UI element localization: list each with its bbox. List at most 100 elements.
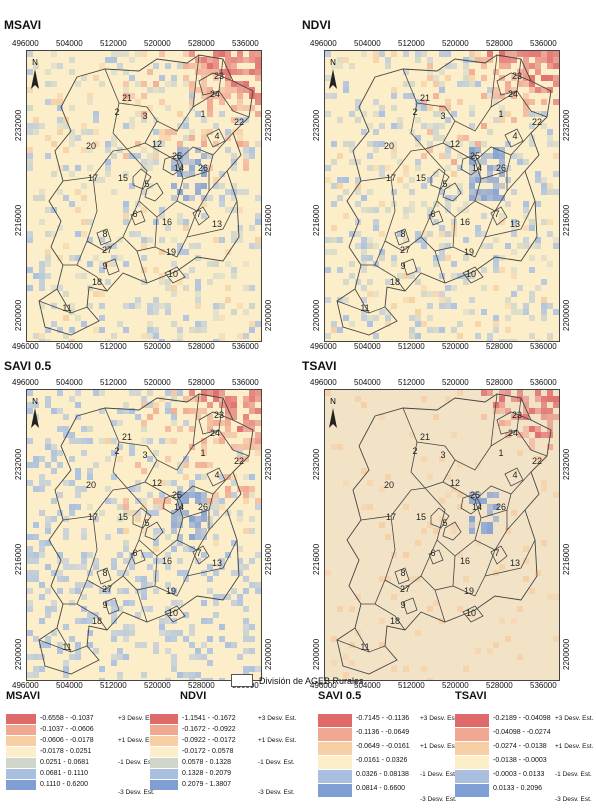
legend-range-label: -0.0274 - -0.0138 [493,743,547,750]
region-label: 11 [62,303,71,313]
legend-range-label: 0.0133 - 0.2096 [493,785,543,792]
region-label: 16 [162,217,172,227]
region-label: 5 [144,518,149,528]
raster-pixels [325,51,559,341]
region-label: 8 [102,568,107,578]
legend-range-label: -0.0161 - 0.0326 [356,757,408,764]
region-label: 12 [450,139,460,149]
legend-title: MSAVI [6,690,41,702]
region-label: 22 [234,117,244,127]
region-label: 6 [430,209,435,219]
panel-title: SAVI 0.5 [4,359,52,373]
ageb-boundary [442,481,476,501]
legend-range-label: -0.0649 - -0.0161 [356,743,410,750]
region-label: 26 [496,163,506,173]
ageb-boundary [118,102,158,122]
legend-swatch [150,747,178,757]
region-label: 3 [440,111,445,121]
x-tick-label: 504000 [354,39,381,48]
legend-range-label: -1.1541 - -0.1672 [182,715,236,722]
y-tick-label: 2216000 [562,204,571,236]
north-arrow-icon: N [31,58,39,89]
ageb-boundary [516,58,548,118]
x-tick-label: 496000 [12,342,39,351]
region-label: 7 [196,209,201,219]
ageb-boundary [416,441,456,461]
x-tick-label: 504000 [354,378,381,387]
region-label: 17 [88,512,98,522]
panel-title: TSAVI [302,359,337,373]
region-label: 21 [420,432,430,442]
ageb-boundary [424,148,526,218]
legend-std-label: -3 Desv. Est. [420,796,457,803]
map-panel: SAVI 0.5 1 2 3 4 5 6 7 8 9 10 11 12 13 14 15 16 17 18 19 20 2… [0,345,280,690]
region-label: 7 [494,209,499,219]
legend-range-label: 0.1110 - 0.6200 [40,781,89,788]
region-label: 8 [400,229,405,239]
ageb-boundary [462,605,484,623]
region-label: 27 [400,584,410,594]
region-label: 18 [92,277,102,287]
ageb-boundary [462,266,484,284]
ageb-boundary [218,58,250,118]
ageb-boundary [474,485,512,519]
region-label: 13 [510,219,520,229]
ageb-boundary [504,467,524,487]
region-label: 13 [510,558,520,568]
ageb-boundary [384,176,438,252]
ageb-boundary [118,441,158,461]
x-tick-label: 536000 [232,342,259,351]
region-label: 8 [102,229,107,239]
ageb-boundary [442,142,476,162]
ageb-boundary [452,549,496,597]
region-label: 18 [92,616,102,626]
y-tick-label: 2200000 [14,299,23,331]
region-label: 4 [512,470,517,480]
ageb-boundary [144,481,178,501]
x-tick-label: 536000 [232,378,259,387]
y-tick-label: 2232000 [312,109,321,141]
x-tick-label: 528000 [188,681,215,690]
legend-std-label: +3 Desv. Est. [420,715,459,722]
ageb-boundary [504,128,524,148]
north-label: N [330,397,336,406]
y-tick-label: 2216000 [14,204,23,236]
region-label: 13 [212,219,222,229]
ageb-boundary [122,555,158,591]
ageb-boundary [154,210,198,258]
ageb-boundary [104,258,120,276]
y-tick-label: 2216000 [14,543,23,575]
legend-range-label: 0.0326 - 0.08138 [356,771,409,778]
ageb-boundary [510,471,532,495]
ageb-boundary [434,589,446,623]
region-label: 20 [86,141,96,151]
region-label: 14 [174,163,184,173]
ageb-boundary [416,102,456,122]
y-tick-label: 2232000 [14,109,23,141]
y-tick-label: 2216000 [312,204,321,236]
region-label: 13 [212,558,222,568]
region-label: 1 [498,109,503,119]
legend-std-label: -1 Desv. Est. [555,771,592,778]
ageb-boundary [162,154,184,176]
ageb-boundary [452,210,496,258]
legend-swatch [150,780,178,790]
legend-swatch [455,714,489,727]
x-tick-label: 536000 [530,681,557,690]
region-label: 3 [440,450,445,460]
y-tick-label: 2232000 [562,448,571,480]
x-tick-label: 520000 [144,342,171,351]
panel-title: NDVI [302,18,331,32]
north-label: N [330,58,336,67]
region-label: 20 [86,480,96,490]
ageb-boundary [516,397,548,457]
ageb-boundary [374,264,406,292]
region-label: 3 [142,111,147,121]
y-tick-label: 2200000 [562,299,571,331]
x-tick-label: 512000 [100,342,127,351]
legend-swatch [318,770,352,783]
region-label: 27 [102,584,112,594]
ageb-boundary [384,515,438,591]
region-label: 10 [466,608,476,618]
